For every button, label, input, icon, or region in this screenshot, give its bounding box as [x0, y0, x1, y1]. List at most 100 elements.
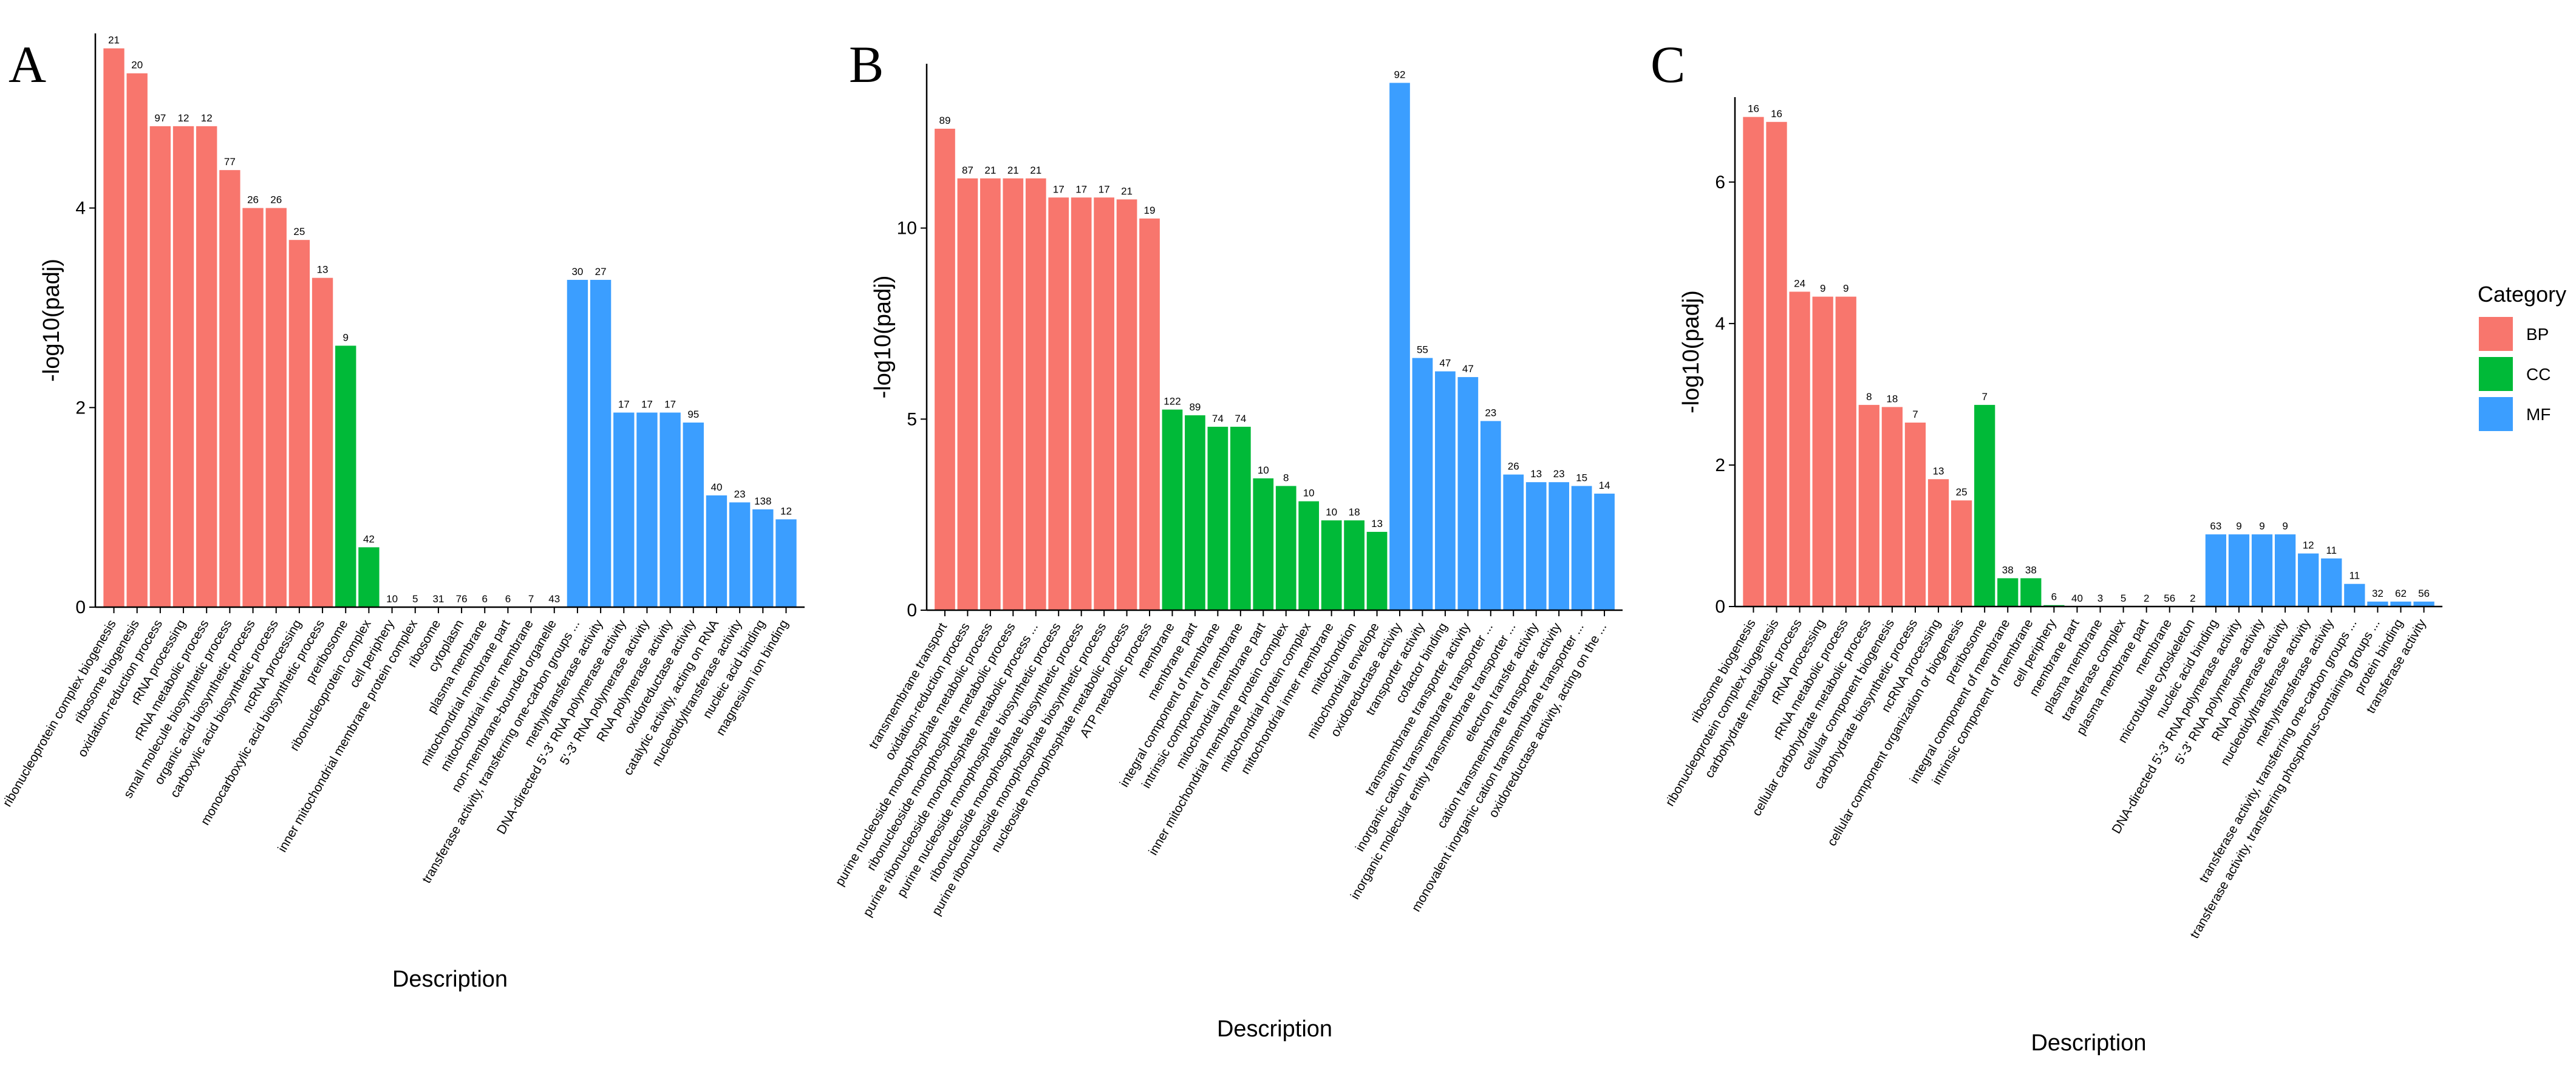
bar [335, 345, 356, 607]
bar [312, 277, 333, 607]
count-label: 97 [154, 112, 166, 124]
count-label: 26 [1508, 461, 1519, 472]
bar [775, 519, 797, 607]
bar [1927, 479, 1949, 607]
count-label: 15 [1576, 472, 1587, 483]
bar [1389, 83, 1410, 611]
y-tick-label: 2 [75, 398, 86, 418]
bar [2228, 534, 2250, 607]
count-label: 5 [412, 593, 418, 605]
count-label: 17 [641, 399, 653, 410]
count-label: 63 [2210, 520, 2221, 532]
count-label: 2 [2144, 593, 2149, 604]
count-label: 8 [1283, 472, 1289, 483]
y-tick-label: 6 [1715, 172, 1725, 192]
bar [288, 240, 310, 607]
count-label: 6 [482, 593, 488, 605]
bar [1048, 197, 1069, 610]
bar [1366, 531, 1388, 610]
count-label: 23 [1485, 407, 1496, 418]
bar [2390, 601, 2411, 607]
y-tick-label: 10 [897, 219, 917, 239]
count-label: 5 [2121, 593, 2126, 604]
count-label: 56 [2418, 588, 2430, 599]
bar [1503, 474, 1524, 610]
bar [1207, 426, 1228, 610]
count-label: 3 [2097, 593, 2103, 604]
count-label: 10 [1258, 464, 1269, 476]
bar [2413, 601, 2435, 607]
bar [1904, 423, 1926, 607]
bar [706, 495, 727, 607]
bar [1435, 371, 1456, 610]
count-label: 47 [1462, 363, 1474, 375]
y-tick-label: 4 [1715, 314, 1725, 334]
legend-swatch [2479, 357, 2513, 391]
bar [1858, 404, 1879, 607]
bar [1094, 197, 1114, 610]
bar [636, 412, 658, 607]
bar [1594, 494, 1615, 610]
count-label: 12 [780, 505, 792, 517]
count-label: 62 [2395, 588, 2407, 599]
bar [1525, 482, 1547, 610]
count-label: 6 [505, 593, 511, 605]
count-label: 42 [363, 533, 375, 545]
x-axis-title: Description [2031, 1030, 2146, 1056]
y-tick-label: 4 [75, 199, 86, 219]
bar [1321, 520, 1342, 610]
count-label: 18 [1886, 393, 1898, 404]
bar [149, 126, 171, 607]
bar [683, 422, 704, 607]
count-label: 30 [571, 266, 583, 277]
count-label: 26 [270, 194, 282, 206]
bar [752, 509, 774, 607]
count-label: 95 [687, 409, 699, 420]
bar [2251, 534, 2273, 607]
bar [1298, 501, 1320, 610]
bar [1071, 197, 1092, 610]
count-label: 12 [178, 112, 189, 124]
bar [2321, 558, 2342, 607]
count-label: 24 [1794, 277, 1805, 289]
bar [172, 126, 194, 607]
bar [1571, 486, 1592, 610]
count-label: 27 [595, 266, 607, 277]
bar [1025, 178, 1046, 611]
bar [1116, 199, 1137, 610]
count-label: 18 [1349, 506, 1360, 518]
count-label: 74 [1235, 413, 1246, 424]
count-label: 10 [1303, 488, 1315, 499]
bar [1835, 296, 1856, 607]
count-label: 17 [618, 399, 630, 410]
count-label: 47 [1439, 358, 1451, 369]
y-axis-title: -log10(padj) [870, 276, 896, 399]
count-label: 92 [1394, 69, 1406, 80]
bar [1457, 377, 1479, 610]
count-label: 8 [1866, 391, 1872, 403]
count-label: 17 [1053, 183, 1065, 195]
bar [1275, 486, 1297, 610]
count-label: 89 [1189, 401, 1201, 413]
legend-label: MF [2526, 405, 2550, 424]
count-label: 14 [1599, 480, 1610, 491]
x-tick-label: ribonucleoprotein complex biogenesis [1663, 617, 1782, 809]
count-label: 21 [984, 165, 996, 176]
count-label: 20 [131, 59, 143, 71]
count-label: 19 [1144, 205, 1156, 216]
bar [613, 412, 635, 607]
count-label: 7 [1912, 409, 1918, 420]
bar [2367, 601, 2388, 607]
count-label: 16 [1771, 108, 1782, 120]
bar [196, 126, 217, 607]
bar [1549, 482, 1569, 610]
count-label: 2 [2190, 593, 2195, 604]
bar [1974, 404, 1995, 607]
count-label: 7 [528, 593, 534, 605]
bar [659, 412, 681, 607]
bar [1997, 578, 2019, 607]
bar [126, 73, 148, 607]
count-label: 23 [734, 488, 746, 500]
count-label: 9 [2236, 520, 2241, 532]
count-label: 17 [664, 399, 676, 410]
